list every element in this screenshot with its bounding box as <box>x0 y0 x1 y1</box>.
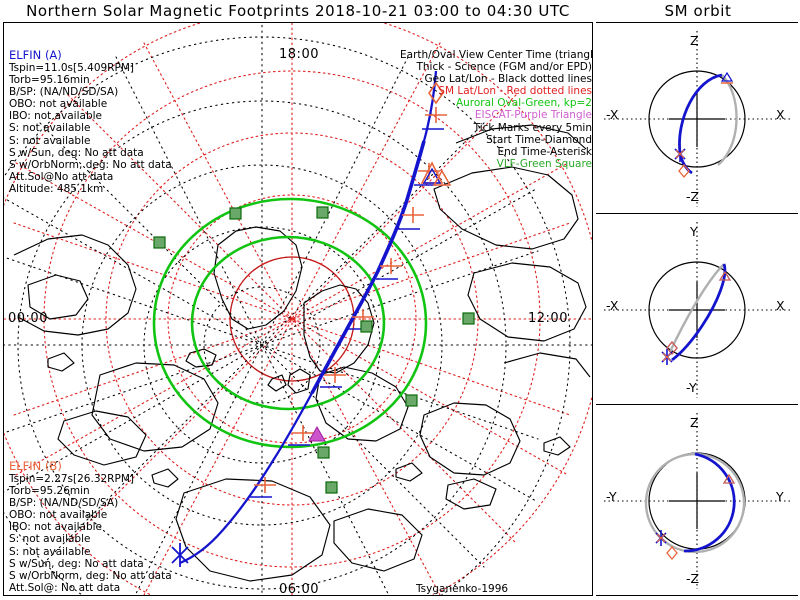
legend-item: SM Lat/Lon - Red dotted lines <box>438 85 592 98</box>
page-title: Northern Solar Magnetic Footprints 2018-… <box>26 2 570 20</box>
coastlines <box>13 124 591 582</box>
sm-orbit-yz-graphic <box>604 413 790 589</box>
axis-label-top: Z <box>690 415 699 430</box>
probe-a-line: OBO: not available <box>9 98 108 111</box>
credit-block: Tsyganenko-1996 Created: Sun Jan 29 08:5… <box>416 583 593 596</box>
legend-item: End Time-Asterisk <box>497 145 592 158</box>
map-legend: Earth/Oval View Center Time (triangle) T… <box>400 49 592 170</box>
footprint-track <box>179 70 438 565</box>
legend-item: Start Time-Diamond <box>486 133 592 146</box>
created-timestamp: Created: Sun Jan 29 08:57:29 2023 <box>416 595 593 596</box>
probe-a-line: Tspin=11.0s[5.409RPM] <box>9 62 134 74</box>
probe-a-line: Torb=95.16min <box>9 74 90 87</box>
sm-orbit-title: SM orbit <box>664 2 732 20</box>
axis-label-right: X <box>776 298 785 313</box>
axis-label-bottom: -Z <box>686 571 700 586</box>
probe-b-line: B/SP: (NA/ND/SD/SA) <box>9 497 119 510</box>
probe-a-name: ELFIN (A) <box>9 48 62 62</box>
probe-b-line: OBO: not available <box>9 509 108 522</box>
probe-b-line: S: not available <box>9 533 91 546</box>
legend-item: Tick Marks every 5min <box>473 121 592 134</box>
probe-a-line: IBO: not available <box>9 110 102 123</box>
sm-meridians <box>4 23 592 595</box>
axis-label-top: Y <box>690 224 698 239</box>
sm-orbit-xy[interactable]: Y -Y -X X <box>596 213 798 404</box>
probe-b-line: S w/OrbNorm, deg: No att data <box>9 569 172 582</box>
probe-a-line: S w/OrbNorm, deg: No att data <box>9 158 172 171</box>
start-time-diamond <box>428 81 444 105</box>
axis-label-bottom: -Y <box>686 380 697 395</box>
polar-map-panel[interactable]: ELFIN (A) Tspin=11.0s[5.409RPM] Torb=95.… <box>3 22 593 596</box>
sm-orbit-xy-graphic <box>604 222 790 398</box>
axis-label-right: Y <box>776 489 784 504</box>
end-time-asterisk <box>171 543 189 567</box>
mlt-label-18: 18:00 <box>279 47 319 62</box>
model-name: Tsyganenko-1996 <box>416 583 509 595</box>
probe-b-line: Torb=95.26min <box>9 485 90 498</box>
probe-a-line: B/SP: (NA/ND/SD/SA) <box>9 86 119 99</box>
sm-orbit-yz[interactable]: Z -Z -Y Y <box>596 404 798 596</box>
legend-item: Thick - Science (FGM and/or EPD) <box>416 61 592 74</box>
probe-a-line: Att.Sol@No att data <box>9 170 114 183</box>
probe-a-info: ELFIN (A) Tspin=11.0s[5.409RPM] Torb=95.… <box>9 49 172 195</box>
legend-item: Earth/Oval View Center Time (triangle) <box>400 49 593 61</box>
sm-orbit-xz-graphic <box>604 31 790 207</box>
probe-b-line: IBO: not available <box>9 521 102 534</box>
probe-b-name: ELFIN (B) <box>9 459 62 473</box>
track-tick-marks <box>254 107 447 493</box>
track-tick-marks-blue <box>250 128 444 498</box>
sm-orbit-xz[interactable]: Z -Z -X X <box>596 22 798 213</box>
polar-map-graphic <box>4 23 592 595</box>
legend-item: Geo Lat/Lon - Black dotted lines <box>424 73 592 86</box>
mlt-label-00: 00:00 <box>8 311 48 326</box>
legend-item: Auroral Oval-Green, kp=2 <box>455 97 592 110</box>
axis-label-bottom: -Z <box>686 189 700 204</box>
probe-a-line: S: not available <box>9 134 91 147</box>
axis-label-right: X <box>776 107 785 122</box>
eiscat-triangles <box>308 169 452 442</box>
axis-label-left: -X <box>606 298 619 313</box>
probe-a-line: Altitude: 485.1km <box>9 182 104 195</box>
auroral-oval <box>152 197 428 449</box>
probe-a-line: S: not available <box>9 122 91 135</box>
axis-label-top: Z <box>690 33 699 48</box>
vlf-squares <box>153 206 475 494</box>
axis-label-left: -Y <box>606 489 617 504</box>
mlt-label-06: 06:00 <box>279 582 319 596</box>
axis-label-left: -X <box>606 107 619 122</box>
legend-item: EISCAT-Purple Triangle <box>474 109 592 122</box>
probe-a-line: S w/Sun, deg: No att data <box>9 146 144 159</box>
probe-b-line: Att.Sol@: No att data <box>9 581 121 594</box>
probe-b-line: S w/Sun, deg: No att data <box>9 557 144 570</box>
probe-b-line: Tspin=2.27s[26.32RPM] <box>9 473 134 485</box>
center-time-triangle <box>420 161 444 184</box>
probe-b-info: ELFIN (B) Tspin=2.27s[26.32RPM] Torb=95.… <box>9 460 172 596</box>
mlt-label-12: 12:00 <box>528 311 568 326</box>
probe-b-line: S: not available <box>9 545 91 558</box>
sm-orbit-column: Z -Z -X X <box>596 22 798 596</box>
legend-item: VLF-Green Square <box>496 157 592 170</box>
probe-b-line: Altitude: 485.3km <box>9 594 172 595</box>
